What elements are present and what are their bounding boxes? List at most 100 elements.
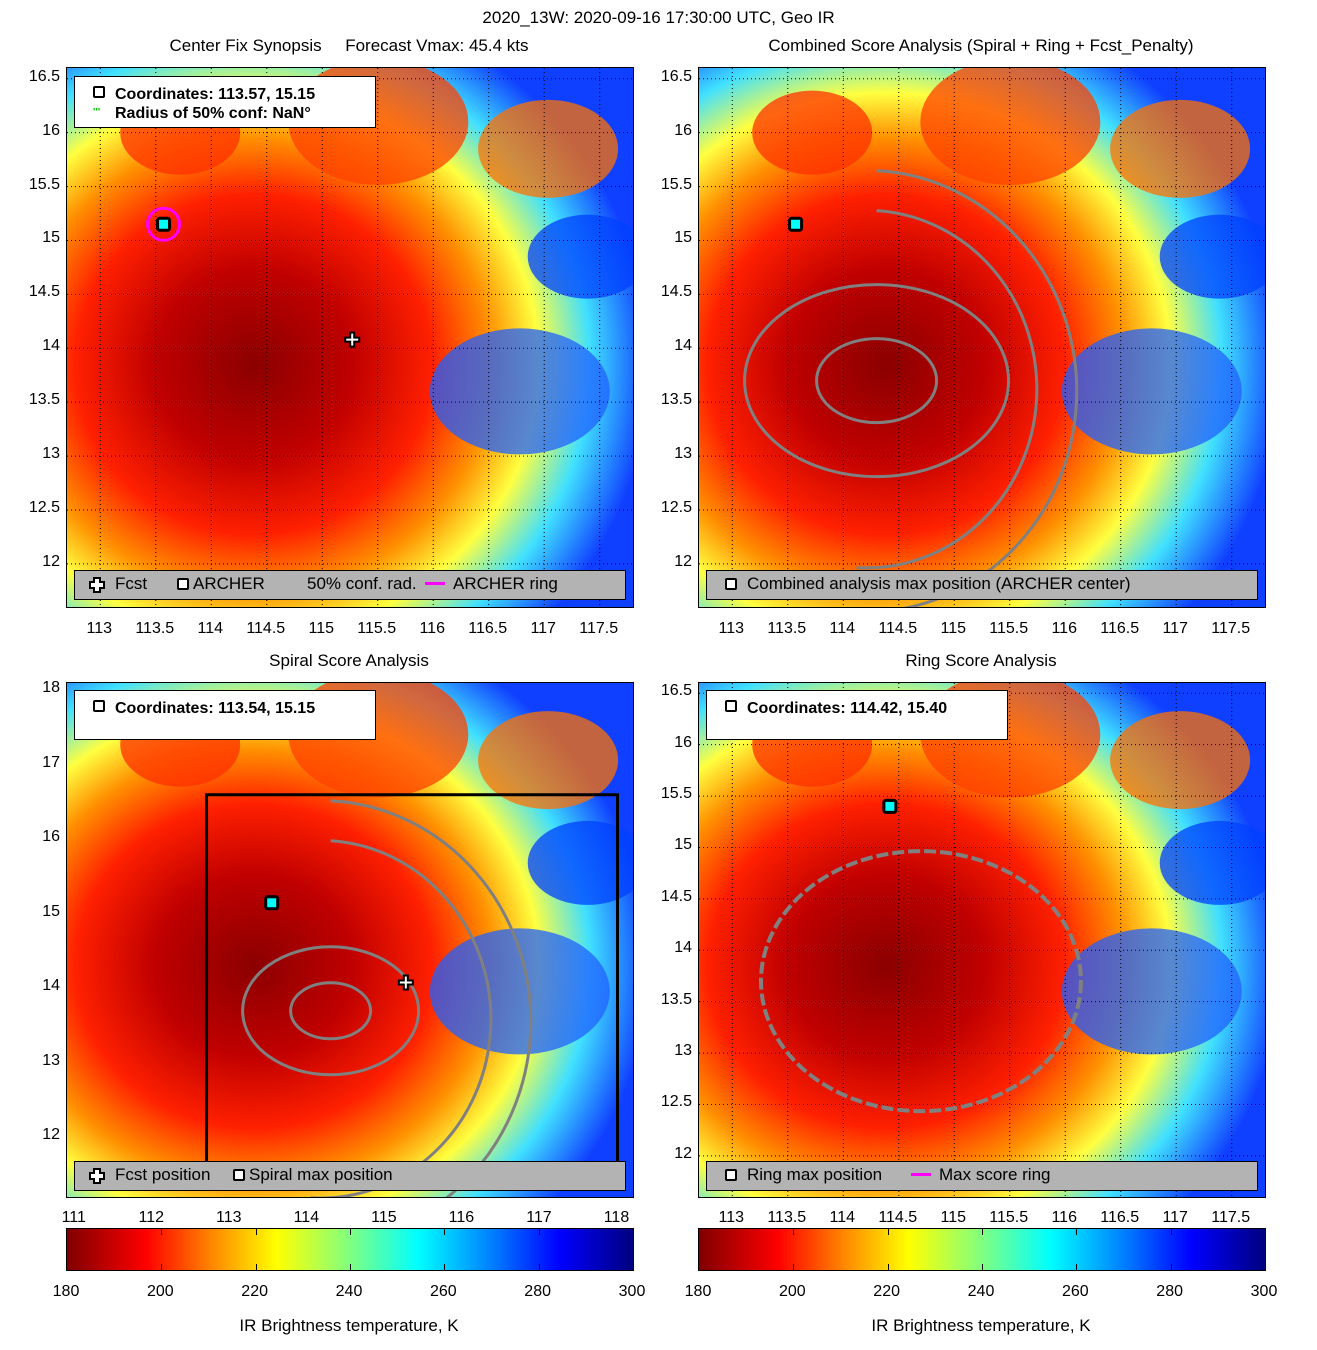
x-tick-label: 116	[419, 620, 445, 637]
colorbar-tick-label: 200	[778, 1283, 806, 1300]
colorbar-tick-mark	[887, 1264, 889, 1270]
radius-text: Radius of 50% conf: NaN°	[115, 105, 311, 122]
colorbar-tick-label: 240	[335, 1283, 363, 1300]
y-tick-label: 16.5	[660, 67, 692, 85]
legend-fcst-position: Fcst position	[115, 1165, 211, 1184]
coordinates-text: Coordinates: 113.57, 15.15	[115, 86, 316, 103]
colorbar-tick-mark	[350, 1264, 351, 1270]
square-icon	[725, 578, 737, 590]
y-tick-label: 14	[42, 977, 60, 995]
colorbar-tick-mark	[255, 1229, 257, 1235]
colorbar-tick-mark	[1076, 1229, 1078, 1235]
combined-legend: Combined analysis max position (ARCHER c…	[706, 570, 1258, 600]
legend-archer: ARCHER	[193, 574, 265, 593]
y-tick-label: 12	[674, 1144, 692, 1162]
colorbar-tick-label: 220	[241, 1283, 268, 1300]
colorbar-right	[698, 1228, 1266, 1271]
spiral-contour	[289, 981, 373, 1041]
center-marker	[264, 895, 280, 911]
x-tick-label: 116	[1051, 620, 1077, 637]
x-tick-label: 113	[718, 1209, 745, 1226]
map-svg	[67, 683, 633, 1197]
x-tick-label: 113.5	[767, 1209, 807, 1226]
ring-info-box: Coordinates: 114.42, 15.40	[706, 690, 1008, 740]
colorbar-tick-label: 240	[967, 1283, 995, 1300]
center-marker	[156, 216, 172, 232]
fcst-marker	[397, 974, 414, 991]
figure-suptitle: 2020_13W: 2020-09-16 17:30:00 UTC, Geo I…	[482, 8, 835, 27]
x-tick-label: 116	[1051, 1209, 1077, 1226]
y-tick-label: 13	[674, 445, 692, 463]
y-tick-label: 16.5	[28, 67, 60, 85]
spiral-legend: Fcst position Spiral max position	[74, 1161, 626, 1191]
y-tick-label: 12	[42, 552, 60, 570]
cloud-region	[1110, 99, 1251, 198]
cloud-region	[1061, 328, 1242, 455]
spiral-info-box: Coordinates: 113.54, 15.15	[74, 690, 376, 740]
legend-conf-rad: 50% conf. rad.	[307, 574, 417, 593]
x-tick-label: 112	[138, 1209, 165, 1226]
colorbar-tick-label: 220	[873, 1283, 900, 1300]
y-tick-label: 15	[674, 836, 692, 854]
colorbar-tick-mark	[982, 1264, 983, 1270]
y-tick-label: 16	[42, 121, 60, 139]
ring-score-map	[698, 682, 1266, 1198]
cloud-region	[478, 99, 619, 198]
panel-title-ring: Ring Score Analysis	[905, 651, 1057, 670]
x-tick-label: 114	[197, 620, 224, 637]
map-svg	[67, 68, 633, 607]
cloud-region	[1159, 214, 1265, 299]
x-tick-label: 115	[371, 1209, 397, 1226]
cloud-region	[478, 711, 619, 810]
cloud-region	[527, 820, 633, 905]
colorbar-tick-mark	[793, 1229, 795, 1235]
y-tick-label: 15.5	[28, 175, 60, 193]
y-tick-label: 13.5	[660, 990, 692, 1008]
legend-combined-max: Combined analysis max position (ARCHER c…	[747, 574, 1131, 593]
cloud-region	[1110, 711, 1251, 810]
spiral-square-icon	[93, 700, 105, 712]
y-tick-label: 14.5	[660, 283, 692, 301]
x-tick-label: 113.5	[767, 620, 807, 637]
y-tick-label: 13.5	[28, 391, 60, 409]
colorbar-tick-mark	[161, 1264, 163, 1270]
y-tick-label: 14.5	[28, 283, 60, 301]
x-tick-label: 114	[829, 620, 856, 637]
colorbar-tick-label: 180	[52, 1283, 80, 1300]
combined-score-map	[698, 67, 1266, 608]
y-tick-label: 16	[674, 121, 692, 139]
cloud-region	[527, 214, 633, 299]
y-tick-label: 14.5	[660, 887, 692, 905]
x-tick-label: 113	[718, 620, 745, 637]
x-tick-label: 117.5	[1211, 1209, 1251, 1226]
colorbar-tick-mark	[350, 1229, 351, 1235]
x-tick-label: 115	[940, 1209, 966, 1226]
x-tick-label: 115	[940, 620, 966, 637]
y-tick-label: 14	[674, 337, 692, 355]
colorbar-tick-label: 300	[618, 1283, 646, 1300]
map-svg	[699, 68, 1265, 607]
y-tick-label: 13	[674, 1042, 692, 1060]
y-tick-label: 13.5	[660, 391, 692, 409]
spiral-arm	[856, 209, 1039, 570]
legend-archer-ring: ARCHER ring	[453, 574, 558, 593]
x-tick-label: 117	[1162, 620, 1188, 637]
cloud-region	[1159, 820, 1265, 905]
fcst-marker	[344, 331, 361, 348]
center-marker	[882, 798, 898, 814]
x-tick-label: 113	[86, 620, 113, 637]
legend-ring-max: Ring max position	[747, 1165, 883, 1184]
panel-title-center-fix: Center Fix Synopsis Forecast Vmax: 45.4 …	[169, 36, 529, 55]
colorbar-tick-mark	[538, 1264, 540, 1270]
x-tick-label: 115	[308, 620, 334, 637]
spiral-contour	[241, 945, 421, 1077]
ring-legend: Ring max position Max score ring	[706, 1161, 1258, 1191]
panel-title-spiral: Spiral Score Analysis	[269, 651, 429, 670]
x-tick-label: 117	[526, 1209, 552, 1226]
spiral-contour	[815, 337, 939, 425]
colorbar-right-label: IR Brightness temperature, K	[871, 1316, 1091, 1335]
cloud-region	[920, 68, 1101, 185]
y-tick-label: 15	[674, 229, 692, 247]
magenta-line-icon	[425, 582, 445, 585]
colorbar-tick-label: 300	[1250, 1283, 1278, 1300]
